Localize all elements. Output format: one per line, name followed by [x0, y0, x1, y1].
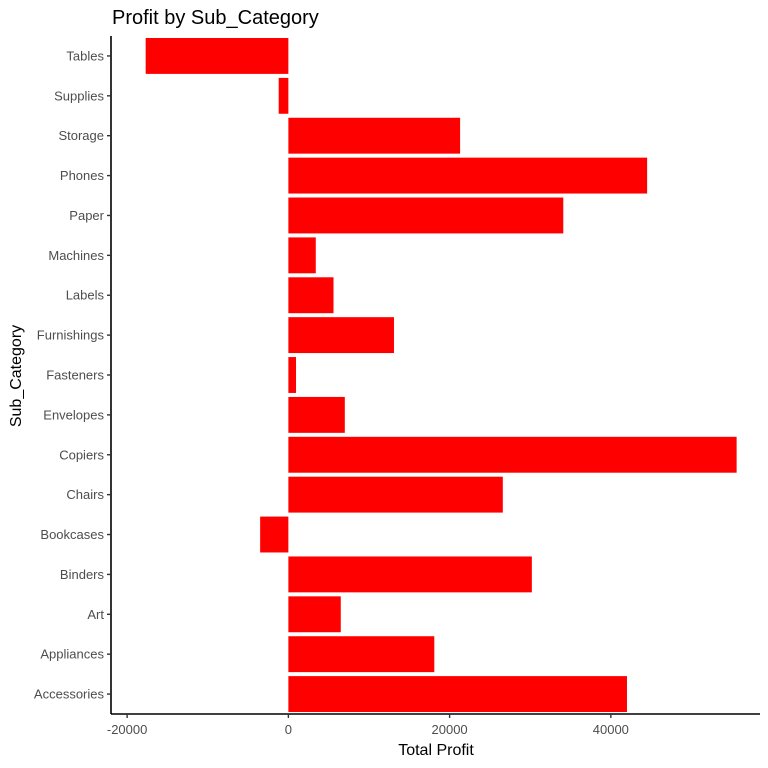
chart-title: Profit by Sub_Category: [112, 7, 319, 29]
y-tick-label-tables: Tables: [66, 48, 104, 63]
bar-binders: [288, 556, 532, 593]
bar-phones: [288, 157, 648, 194]
y-tick-label-phones: Phones: [60, 168, 105, 183]
y-tick-label-fasteners: Fasteners: [46, 368, 104, 383]
bar-envelopes: [288, 396, 345, 433]
x-axis-title: Total Profit: [398, 742, 474, 759]
y-tick-label-storage: Storage: [58, 128, 104, 143]
bar-storage: [288, 117, 461, 154]
bars-group: [145, 37, 737, 713]
bar-furnishings: [288, 317, 394, 354]
y-tick-label-envelopes: Envelopes: [43, 407, 104, 422]
bar-appliances: [288, 636, 435, 673]
x-tick-label-40000: 40000: [593, 722, 629, 737]
y-tick-label-art: Art: [87, 607, 104, 622]
bar-chairs: [288, 476, 503, 513]
x-tick-label-20000: -20000: [107, 722, 147, 737]
x-tick-label-0: 0: [285, 722, 292, 737]
bar-fasteners: [288, 357, 297, 393]
bar-art: [288, 596, 341, 633]
x-axis-ticks: -20000 0 20000 40000: [107, 714, 629, 737]
y-axis-ticks: Accessories Appliances Art Binders Bookcases…: [34, 48, 111, 702]
bar-copiers: [288, 436, 737, 473]
y-tick-label-copiers: Copiers: [59, 447, 104, 462]
y-tick-label-chairs: Chairs: [66, 487, 104, 502]
bar-supplies: [278, 77, 289, 114]
bar-tables: [145, 37, 289, 74]
x-tick-label-20000: 20000: [432, 722, 468, 737]
y-tick-label-accessories: Accessories: [34, 687, 105, 702]
y-tick-label-binders: Binders: [60, 567, 105, 582]
bar-paper: [288, 197, 564, 234]
y-tick-label-appliances: Appliances: [40, 647, 104, 662]
y-tick-label-bookcases: Bookcases: [40, 527, 104, 542]
y-tick-label-labels: Labels: [66, 288, 105, 303]
y-axis-title: Sub_Category: [8, 325, 25, 427]
y-tick-label-paper: Paper: [69, 208, 104, 223]
y-tick-label-machines: Machines: [48, 248, 104, 263]
bar-labels: [288, 277, 334, 314]
y-tick-label-supplies: Supplies: [54, 88, 104, 103]
bar-machines: [288, 237, 316, 274]
bar-bookcases: [260, 516, 289, 553]
y-tick-label-furnishings: Furnishings: [37, 328, 105, 343]
bar-accessories: [288, 676, 627, 713]
